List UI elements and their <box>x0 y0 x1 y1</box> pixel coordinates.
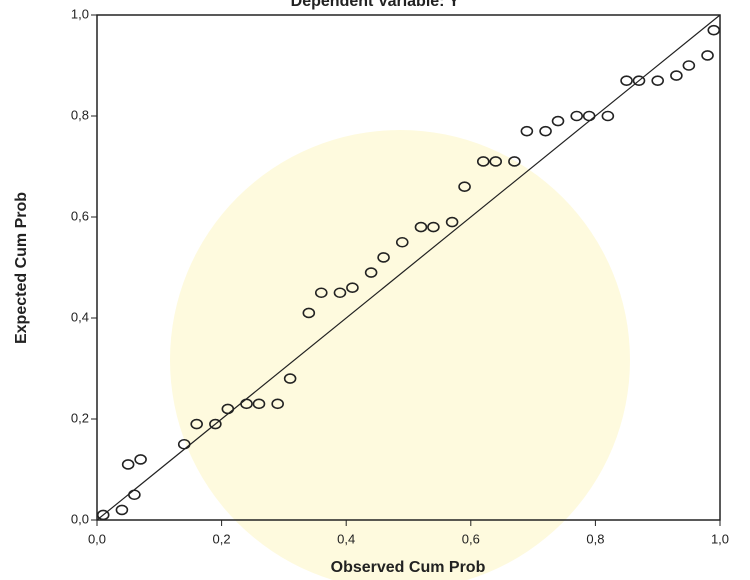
y-tick-label: 0,0 <box>71 511 89 526</box>
y-tick-label: 0,6 <box>71 208 89 223</box>
y-tick-label: 0,8 <box>71 107 89 122</box>
chart-title: Dependent Variable: Y <box>291 0 460 10</box>
x-axis-title: Observed Cum Prob <box>331 559 486 576</box>
y-tick-label: 1,0 <box>71 6 89 21</box>
x-tick-label: 0,2 <box>213 531 231 546</box>
y-axis-title: Expected Cum Prob <box>13 192 30 344</box>
x-tick-label: 0,0 <box>88 531 106 546</box>
x-tick-label: 0,6 <box>462 531 480 546</box>
y-tick-label: 0,4 <box>71 309 89 324</box>
watermark <box>170 130 630 580</box>
x-tick-label: 1,0 <box>711 531 729 546</box>
x-tick-label: 0,8 <box>586 531 604 546</box>
x-tick-label: 0,4 <box>337 531 355 546</box>
y-tick-label: 0,2 <box>71 410 89 425</box>
chart: Dependent Variable: Y Observed Cum Prob … <box>0 0 750 580</box>
